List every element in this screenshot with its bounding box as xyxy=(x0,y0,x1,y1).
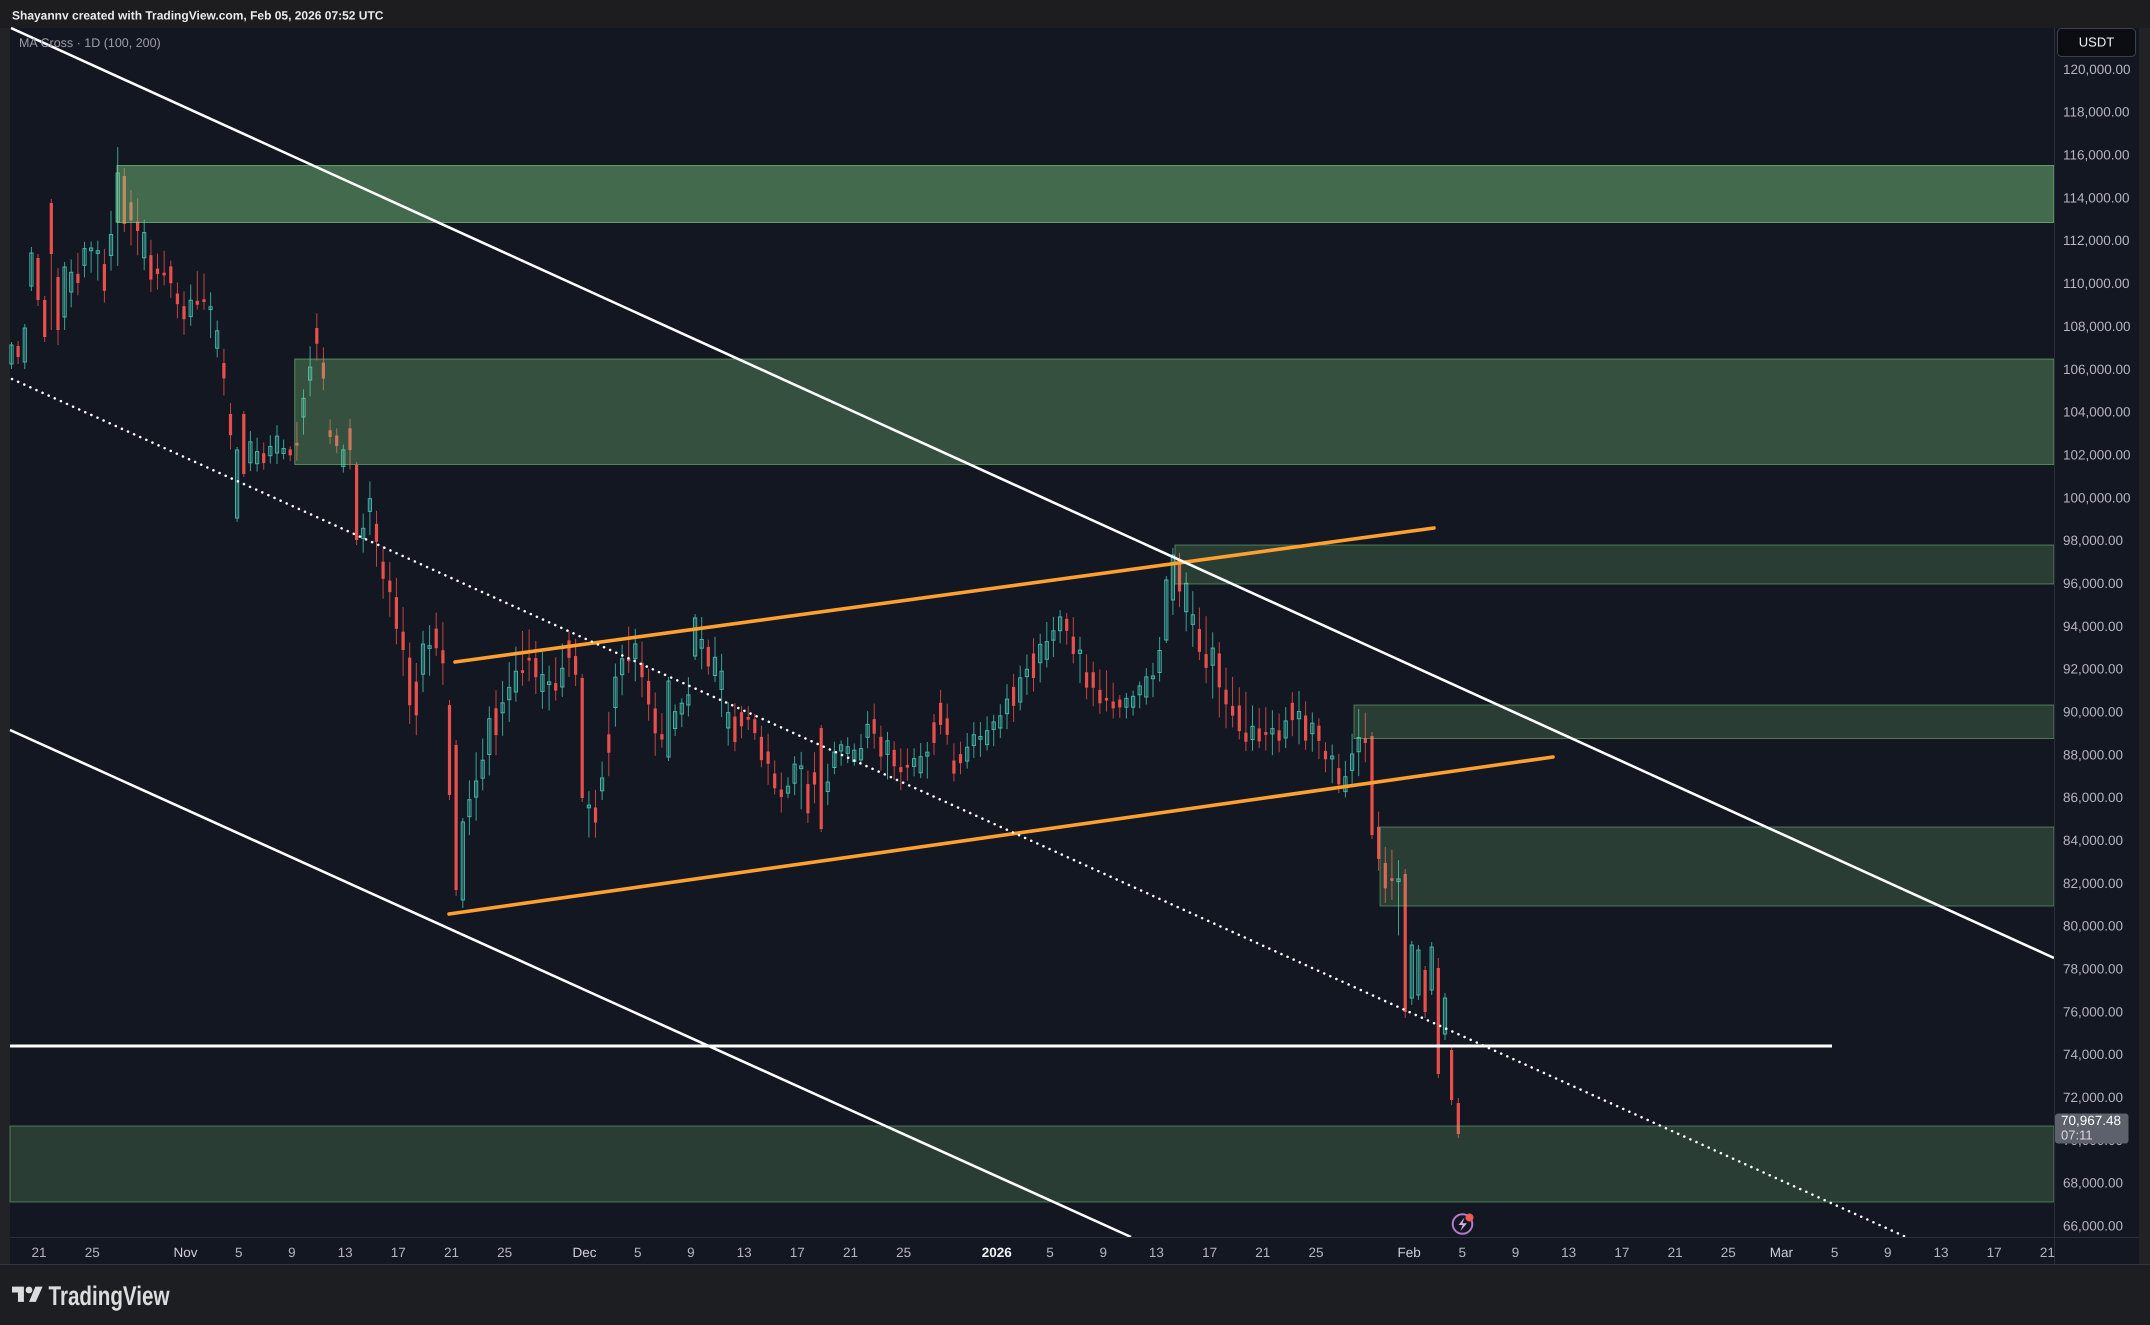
svg-text:Mar: Mar xyxy=(1770,1245,1794,1260)
svg-text:106,000.00: 106,000.00 xyxy=(2063,362,2131,377)
svg-text:9: 9 xyxy=(687,1245,695,1260)
svg-text:5: 5 xyxy=(235,1245,243,1260)
svg-text:112,000.00: 112,000.00 xyxy=(2063,233,2130,248)
svg-text:68,000.00: 68,000.00 xyxy=(2063,1176,2123,1191)
svg-text:98,000.00: 98,000.00 xyxy=(2063,533,2123,548)
svg-text:25: 25 xyxy=(1308,1245,1323,1260)
svg-text:5: 5 xyxy=(1046,1245,1054,1260)
svg-text:25: 25 xyxy=(896,1245,911,1260)
svg-text:5: 5 xyxy=(634,1245,642,1260)
svg-text:21: 21 xyxy=(843,1245,858,1260)
svg-text:21: 21 xyxy=(31,1245,46,1260)
svg-text:2026: 2026 xyxy=(982,1245,1013,1260)
svg-text:102,000.00: 102,000.00 xyxy=(2063,447,2131,462)
svg-text:USDT: USDT xyxy=(2079,35,2114,50)
svg-text:120,000.00: 120,000.00 xyxy=(2063,62,2131,77)
svg-text:66,000.00: 66,000.00 xyxy=(2063,1219,2123,1234)
svg-text:76,000.00: 76,000.00 xyxy=(2063,1004,2123,1019)
svg-text:21: 21 xyxy=(1255,1245,1270,1260)
svg-text:108,000.00: 108,000.00 xyxy=(2063,319,2131,334)
svg-text:25: 25 xyxy=(497,1245,512,1260)
svg-text:25: 25 xyxy=(1721,1245,1736,1260)
svg-text:13: 13 xyxy=(737,1245,752,1260)
svg-text:13: 13 xyxy=(1149,1245,1164,1260)
svg-text:25: 25 xyxy=(85,1245,100,1260)
svg-text:17: 17 xyxy=(790,1245,805,1260)
svg-text:21: 21 xyxy=(2040,1245,2055,1260)
svg-text:MA Cross · 1D (100, 200): MA Cross · 1D (100, 200) xyxy=(19,36,161,50)
svg-text:Shayannv created with TradingV: Shayannv created with TradingView.com, F… xyxy=(12,9,384,23)
svg-text:21: 21 xyxy=(444,1245,459,1260)
svg-text:90,000.00: 90,000.00 xyxy=(2063,704,2123,719)
svg-text:5: 5 xyxy=(1459,1245,1467,1260)
svg-text:80,000.00: 80,000.00 xyxy=(2063,919,2123,934)
svg-text:07:11: 07:11 xyxy=(2061,1128,2093,1143)
svg-text:110,000.00: 110,000.00 xyxy=(2063,276,2130,291)
svg-text:17: 17 xyxy=(1987,1245,2002,1260)
svg-text:86,000.00: 86,000.00 xyxy=(2063,790,2123,805)
svg-text:13: 13 xyxy=(338,1245,353,1260)
svg-text:78,000.00: 78,000.00 xyxy=(2063,962,2123,977)
svg-text:TradingView: TradingView xyxy=(49,1281,171,1311)
svg-text:94,000.00: 94,000.00 xyxy=(2063,619,2123,634)
svg-text:84,000.00: 84,000.00 xyxy=(2063,833,2123,848)
svg-text:13: 13 xyxy=(1561,1245,1576,1260)
svg-text:Nov: Nov xyxy=(173,1245,197,1260)
svg-text:9: 9 xyxy=(1099,1245,1107,1260)
svg-text:21: 21 xyxy=(1668,1245,1683,1260)
svg-text:9: 9 xyxy=(288,1245,296,1260)
svg-text:88,000.00: 88,000.00 xyxy=(2063,747,2123,762)
svg-text:17: 17 xyxy=(1202,1245,1217,1260)
svg-text:Feb: Feb xyxy=(1397,1245,1420,1260)
svg-text:100,000.00: 100,000.00 xyxy=(2063,490,2131,505)
svg-text:114,000.00: 114,000.00 xyxy=(2063,190,2130,205)
svg-text:70,967.48: 70,967.48 xyxy=(2061,1113,2121,1128)
svg-text:92,000.00: 92,000.00 xyxy=(2063,662,2123,677)
svg-text:13: 13 xyxy=(1933,1245,1948,1260)
svg-text:17: 17 xyxy=(1614,1245,1629,1260)
svg-text:116,000.00: 116,000.00 xyxy=(2063,148,2130,163)
svg-text:82,000.00: 82,000.00 xyxy=(2063,876,2123,891)
svg-text:72,000.00: 72,000.00 xyxy=(2063,1090,2123,1105)
svg-text:9: 9 xyxy=(1884,1245,1892,1260)
svg-text:96,000.00: 96,000.00 xyxy=(2063,576,2123,591)
svg-text:118,000.00: 118,000.00 xyxy=(2063,105,2130,120)
svg-text:74,000.00: 74,000.00 xyxy=(2063,1047,2123,1062)
svg-text:17: 17 xyxy=(391,1245,406,1260)
svg-text:9: 9 xyxy=(1512,1245,1520,1260)
svg-text:5: 5 xyxy=(1831,1245,1839,1260)
svg-text:104,000.00: 104,000.00 xyxy=(2063,405,2131,420)
svg-text:Dec: Dec xyxy=(572,1245,596,1260)
